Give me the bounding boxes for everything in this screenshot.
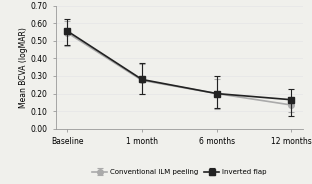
Y-axis label: Mean BCVA (logMAR): Mean BCVA (logMAR) [19, 27, 28, 108]
Legend: Conventional ILM peeling, Inverted flap: Conventional ILM peeling, Inverted flap [92, 169, 267, 175]
